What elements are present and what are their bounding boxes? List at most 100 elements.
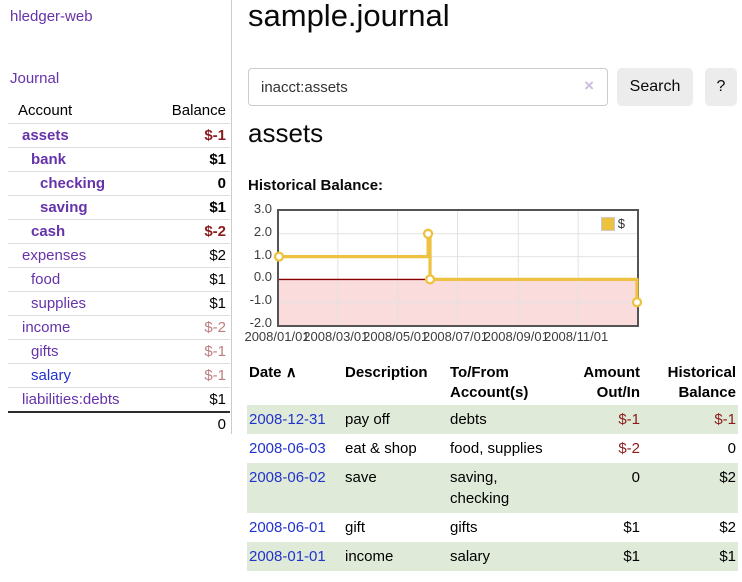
data-point-marker	[422, 228, 434, 239]
account-balance: $1	[146, 291, 230, 316]
transaction-description: income	[345, 548, 394, 565]
account-column-header: Account	[8, 98, 147, 124]
account-balance: $-1	[146, 363, 230, 388]
account-balance: 0	[146, 171, 230, 196]
data-point-marker	[273, 251, 285, 262]
transaction-date-link[interactable]: 2008-01-01	[249, 548, 326, 565]
transactions-table: Date ∧ Description To/From Account(s) Am…	[247, 361, 738, 571]
transactions-header-row: Date ∧ Description To/From Account(s) Am…	[247, 361, 738, 405]
col-header-date[interactable]: Date ∧	[249, 364, 297, 381]
transaction-amount: $1	[623, 548, 640, 565]
transaction-accounts: saving, checking	[450, 469, 510, 507]
x-axis-tick-label: 2008/09/01	[483, 329, 549, 344]
historical-balance-chart: $ 3.0 2.0 1.0 0.0 -1.0 -2.0 2008/01/01 2008/03/…	[244, 200, 742, 346]
transaction-accounts: food, supplies	[450, 440, 543, 457]
account-balance: $2	[146, 243, 230, 268]
account-row: food $1	[8, 267, 230, 292]
account-link[interactable]: checking	[40, 175, 106, 192]
account-link[interactable]: liabilities:debts	[22, 391, 120, 408]
account-link[interactable]: income	[22, 319, 71, 336]
account-heading: assets	[248, 118, 324, 148]
chart-plot[interactable]: $	[273, 209, 643, 327]
page-title: sample.journal	[248, 0, 450, 33]
transaction-balance: 0	[727, 440, 736, 457]
transaction-amount: $1	[623, 519, 640, 536]
account-link[interactable]: expenses	[22, 247, 87, 264]
transaction-date-link[interactable]: 2008-06-03	[249, 440, 326, 457]
transaction-row: 2008-12-31 pay off debts $-1 $-1	[247, 405, 738, 434]
transaction-amount: $-1	[618, 411, 640, 428]
account-link[interactable]: salary	[31, 367, 72, 384]
search-button[interactable]: Search	[617, 68, 693, 106]
account-link[interactable]: assets	[22, 127, 69, 144]
app-title-link[interactable]: hledger-web	[10, 8, 93, 25]
account-row: expenses $2	[8, 243, 230, 268]
sidebar-item-journal[interactable]: Journal	[10, 70, 60, 87]
account-link[interactable]: cash	[31, 223, 66, 240]
account-balance: $1	[146, 387, 230, 413]
transaction-balance: $1	[719, 548, 736, 565]
transaction-description: save	[345, 469, 377, 486]
transaction-date-cell: 2008-01-01	[247, 542, 343, 571]
account-row: bank $1	[8, 147, 230, 172]
search-input[interactable]	[248, 68, 608, 106]
account-balance: $-2	[146, 219, 230, 244]
transaction-date-link[interactable]: 2008-06-02	[249, 469, 326, 486]
account-row: salary $-1	[8, 363, 230, 388]
chart-title: Historical Balance:	[248, 177, 384, 194]
account-balance: $1	[146, 195, 230, 220]
account-link[interactable]: supplies	[31, 295, 87, 312]
transaction-date-cell: 2008-06-01	[247, 513, 343, 542]
account-balance: $-1	[146, 123, 230, 148]
account-link[interactable]: food	[31, 271, 61, 288]
account-link[interactable]: saving	[40, 199, 88, 216]
chart-legend: $	[600, 216, 625, 231]
x-axis-tick-label: 2008/07/01	[422, 329, 489, 344]
transaction-date-cell: 2008-06-02	[247, 463, 343, 513]
account-name-cell: checking	[8, 171, 147, 196]
legend-label: $	[617, 216, 625, 231]
transaction-balance: $2	[719, 519, 736, 536]
account-row: assets $-1	[8, 123, 230, 148]
transaction-date-link[interactable]: 2008-06-01	[249, 519, 326, 536]
total-row: 0	[8, 411, 230, 436]
x-axis-tick-label: 2008/03/01	[303, 329, 369, 344]
x-axis-tick-label: 2008/01/01	[244, 329, 310, 344]
help-button[interactable]: ?	[705, 68, 737, 106]
accounts-header-row: Account Balance	[8, 98, 230, 124]
account-row: liabilities:debts $1	[8, 387, 230, 413]
account-name-cell: assets	[8, 123, 147, 148]
accounts-table: Account Balance assets $-1 bank $1 checking 0…	[8, 98, 230, 436]
account-name-cell: expenses	[8, 243, 147, 268]
chart-plot-svg	[273, 211, 643, 325]
col-header-balance: Historical Balance	[667, 364, 736, 401]
search-box: ×	[248, 68, 608, 106]
account-name-cell: cash	[8, 219, 147, 244]
account-balance: $1	[146, 147, 230, 172]
account-row: checking 0	[8, 171, 230, 196]
account-link[interactable]: bank	[31, 151, 67, 168]
account-row: gifts $-1	[8, 339, 230, 364]
account-name-cell: salary	[8, 363, 147, 388]
account-link[interactable]: gifts	[31, 343, 59, 360]
transaction-accounts: gifts	[450, 519, 478, 536]
total-balance: 0	[146, 411, 230, 436]
account-balance: $-1	[146, 339, 230, 364]
account-balance: $-2	[146, 315, 230, 340]
transaction-row: 2008-01-01 income salary $1 $1	[247, 542, 738, 571]
account-name-cell: income	[8, 315, 147, 340]
y-axis-tick-label: 0.0	[253, 269, 272, 285]
balance-column-header: Balance	[146, 98, 230, 124]
y-axis-tick-label: 1.0	[253, 246, 272, 262]
transaction-date-cell: 2008-12-31	[247, 405, 343, 434]
col-header-amount: Amount Out/In	[583, 364, 640, 401]
account-name-cell: bank	[8, 147, 147, 172]
col-header-description: Description	[345, 364, 428, 381]
transaction-row: 2008-06-02 save saving, checking 0 $2	[247, 463, 738, 513]
transaction-date-link[interactable]: 2008-12-31	[249, 411, 326, 428]
sidebar-divider	[231, 0, 232, 434]
clear-search-icon[interactable]: ×	[584, 76, 594, 95]
transaction-balance: $-1	[714, 411, 736, 428]
col-header-accounts: To/From Account(s)	[450, 364, 529, 401]
data-point-marker	[424, 274, 436, 285]
